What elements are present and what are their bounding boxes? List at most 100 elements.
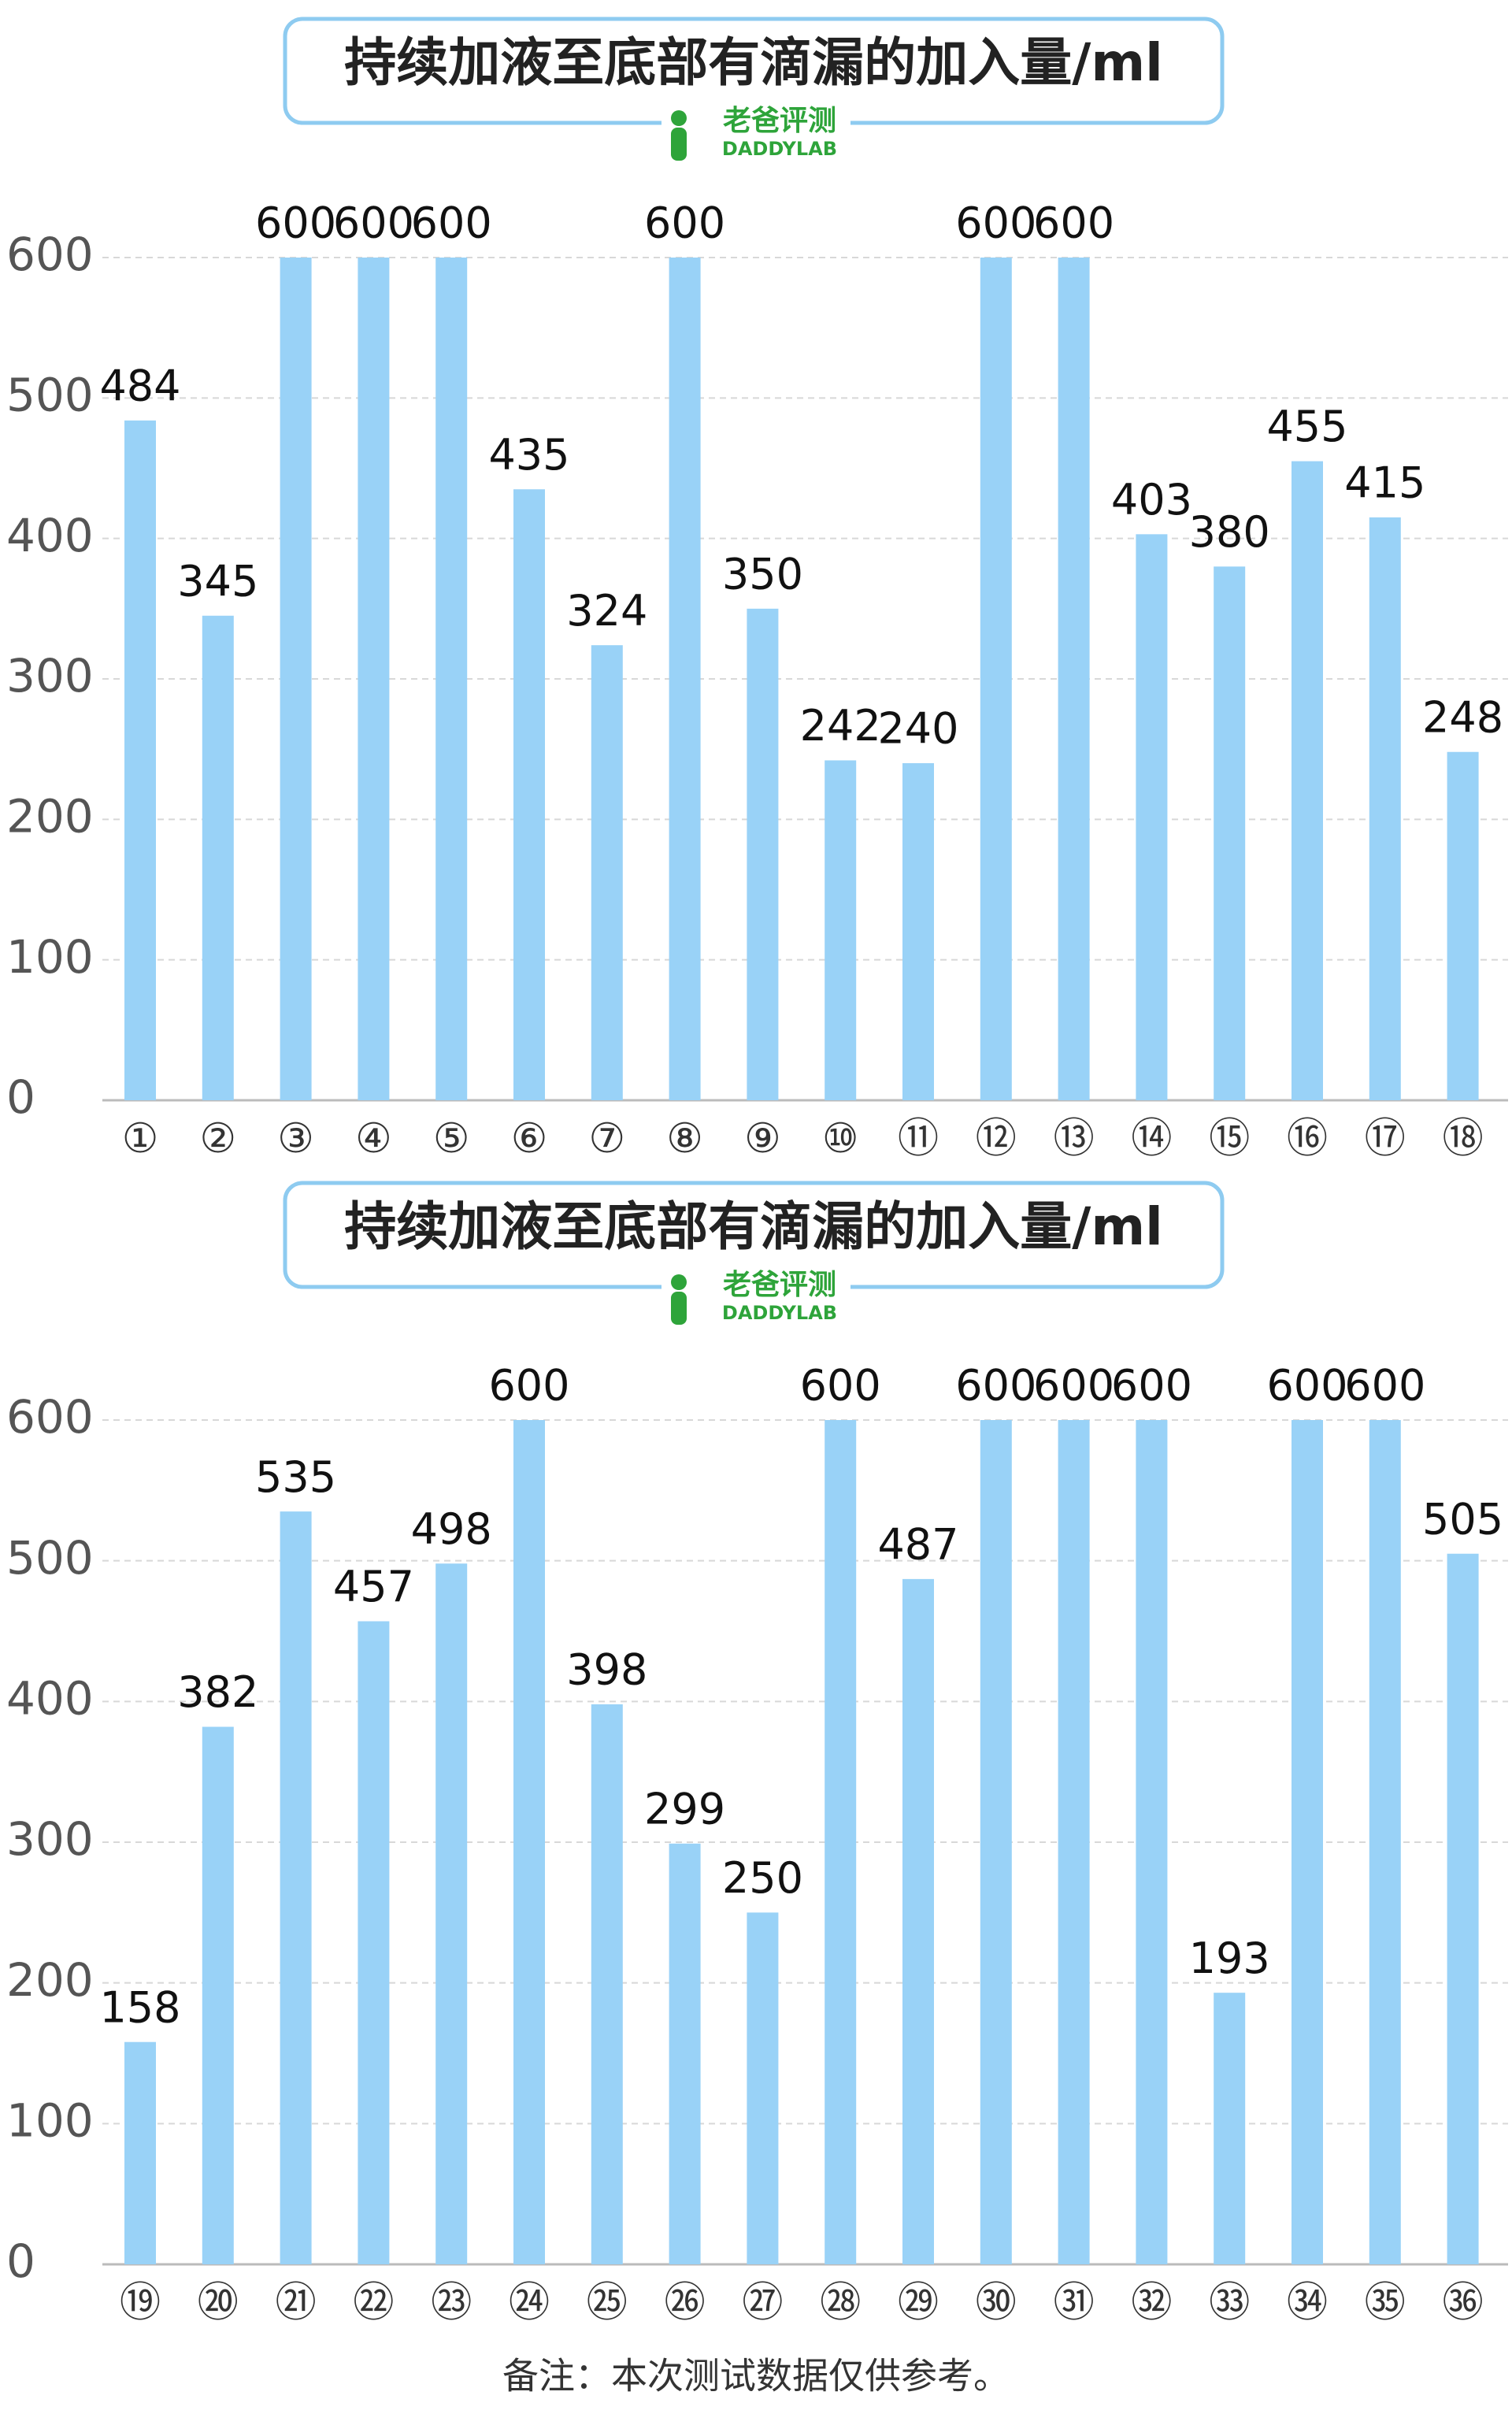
x-tick-label: ② [199, 1115, 236, 1162]
value-label: 345 [177, 556, 258, 606]
bar [358, 1621, 390, 2264]
value-label: 242 [800, 701, 881, 751]
x-tick-label: ㉒ [353, 2279, 394, 2327]
x-tick-label: ⑦ [588, 1115, 625, 1162]
logo-icon [671, 1274, 687, 1290]
bar [1369, 517, 1401, 1100]
value-label: 600 [644, 198, 725, 248]
x-tick-label: ㉖ [665, 2279, 706, 2327]
x-tick-label: ㉝ [1209, 2279, 1250, 2327]
logo-text: 老爸评测 [723, 1269, 836, 1301]
x-tick-label: ① [122, 1115, 159, 1162]
bar [435, 1563, 468, 2264]
bar [280, 1511, 312, 2264]
bar [1214, 1993, 1246, 2264]
logo-icon-body [671, 1292, 687, 1325]
x-tick-label: ㉑ [276, 2279, 317, 2327]
value-label: 398 [566, 1645, 647, 1695]
value-label: 600 [1033, 198, 1114, 248]
x-tick-label: ⑤ [433, 1115, 470, 1162]
logo-icon [671, 110, 687, 126]
y-tick-label: 300 [6, 1812, 94, 1866]
logo-subtext: DADDYLAB [722, 1302, 837, 1324]
value-label: 240 [877, 704, 958, 754]
value-label: 535 [255, 1452, 336, 1502]
value-label: 600 [488, 1361, 569, 1411]
value-label: 600 [1033, 1361, 1114, 1411]
x-tick-label: ③ [277, 1115, 314, 1162]
x-tick-label: ㉙ [898, 2279, 939, 2327]
value-label: 600 [1111, 1361, 1192, 1411]
bar [669, 1843, 701, 2264]
x-tick-label: ㉕ [587, 2279, 628, 2327]
x-tick-label: ㉜ [1131, 2279, 1172, 2327]
x-tick-label: ⑬ [1054, 1115, 1095, 1162]
value-label: 158 [99, 1982, 180, 2032]
bar [825, 760, 857, 1100]
value-label: 600 [255, 198, 336, 248]
x-tick-label: ⑥ [511, 1115, 548, 1162]
x-tick-label: ⑫ [976, 1115, 1017, 1162]
value-label: 487 [877, 1520, 958, 1570]
value-label: 435 [488, 430, 569, 480]
bar [669, 258, 701, 1100]
bar [747, 1912, 779, 2264]
x-tick-label: ㉟ [1365, 2279, 1406, 2327]
value-label: 382 [177, 1667, 258, 1717]
value-label: 193 [1189, 1934, 1270, 1983]
bar [280, 258, 312, 1100]
bar [358, 258, 390, 1100]
x-tick-label: ⑳ [198, 2279, 239, 2327]
value-label: 403 [1111, 475, 1192, 525]
y-tick-label: 200 [6, 789, 94, 843]
bar [1214, 566, 1246, 1100]
y-tick-label: 500 [6, 368, 94, 421]
x-tick-label: ㉛ [1054, 2279, 1095, 2327]
bar [1447, 1553, 1479, 2264]
logo-icon-body [671, 128, 687, 161]
bar [980, 258, 1012, 1100]
value-label: 299 [644, 1784, 725, 1834]
bar [591, 1704, 623, 2264]
value-label: 505 [1422, 1494, 1503, 1544]
bar [902, 763, 934, 1100]
bar [124, 2041, 156, 2264]
x-tick-label: ⑨ [744, 1115, 781, 1162]
logo-bg [662, 102, 850, 165]
value-label: 600 [1344, 1361, 1425, 1411]
bar [591, 645, 623, 1100]
y-tick-label: 0 [6, 1070, 35, 1124]
logo-bg [662, 1266, 850, 1329]
logo-text: 老爸评测 [723, 105, 836, 137]
x-tick-label: ⑮ [1209, 1115, 1250, 1162]
y-tick-label: 600 [6, 228, 94, 281]
x-tick-label: ㉚ [976, 2279, 1017, 2327]
x-tick-label: ⑭ [1131, 1115, 1172, 1162]
x-tick-label: ⑪ [898, 1115, 939, 1162]
bar [1058, 1420, 1090, 2264]
y-tick-label: 400 [6, 1671, 94, 1725]
bar [902, 1578, 934, 2264]
bar [1136, 1420, 1168, 2264]
value-label: 324 [566, 586, 647, 636]
x-tick-label: ④ [355, 1115, 392, 1162]
x-tick-label: ⑧ [666, 1115, 703, 1162]
bar [747, 608, 779, 1100]
y-tick-label: 400 [6, 509, 94, 562]
value-label: 600 [955, 1361, 1036, 1411]
bar [1136, 534, 1168, 1100]
bar [1292, 461, 1323, 1100]
x-tick-label: ㊱ [1443, 2279, 1484, 2327]
value-label: 415 [1344, 458, 1425, 508]
x-tick-label: ㉗ [742, 2279, 783, 2327]
value-label: 455 [1266, 402, 1347, 451]
bar [124, 420, 156, 1100]
chart-title: 持续加液至底部有滴漏的加入量/ml [344, 32, 1163, 93]
value-label: 350 [722, 549, 803, 599]
bar [1369, 1420, 1401, 2264]
y-tick-label: 500 [6, 1531, 94, 1585]
x-tick-label: ㉞ [1287, 2279, 1328, 2327]
value-label: 484 [99, 362, 180, 411]
y-tick-label: 100 [6, 2093, 94, 2147]
